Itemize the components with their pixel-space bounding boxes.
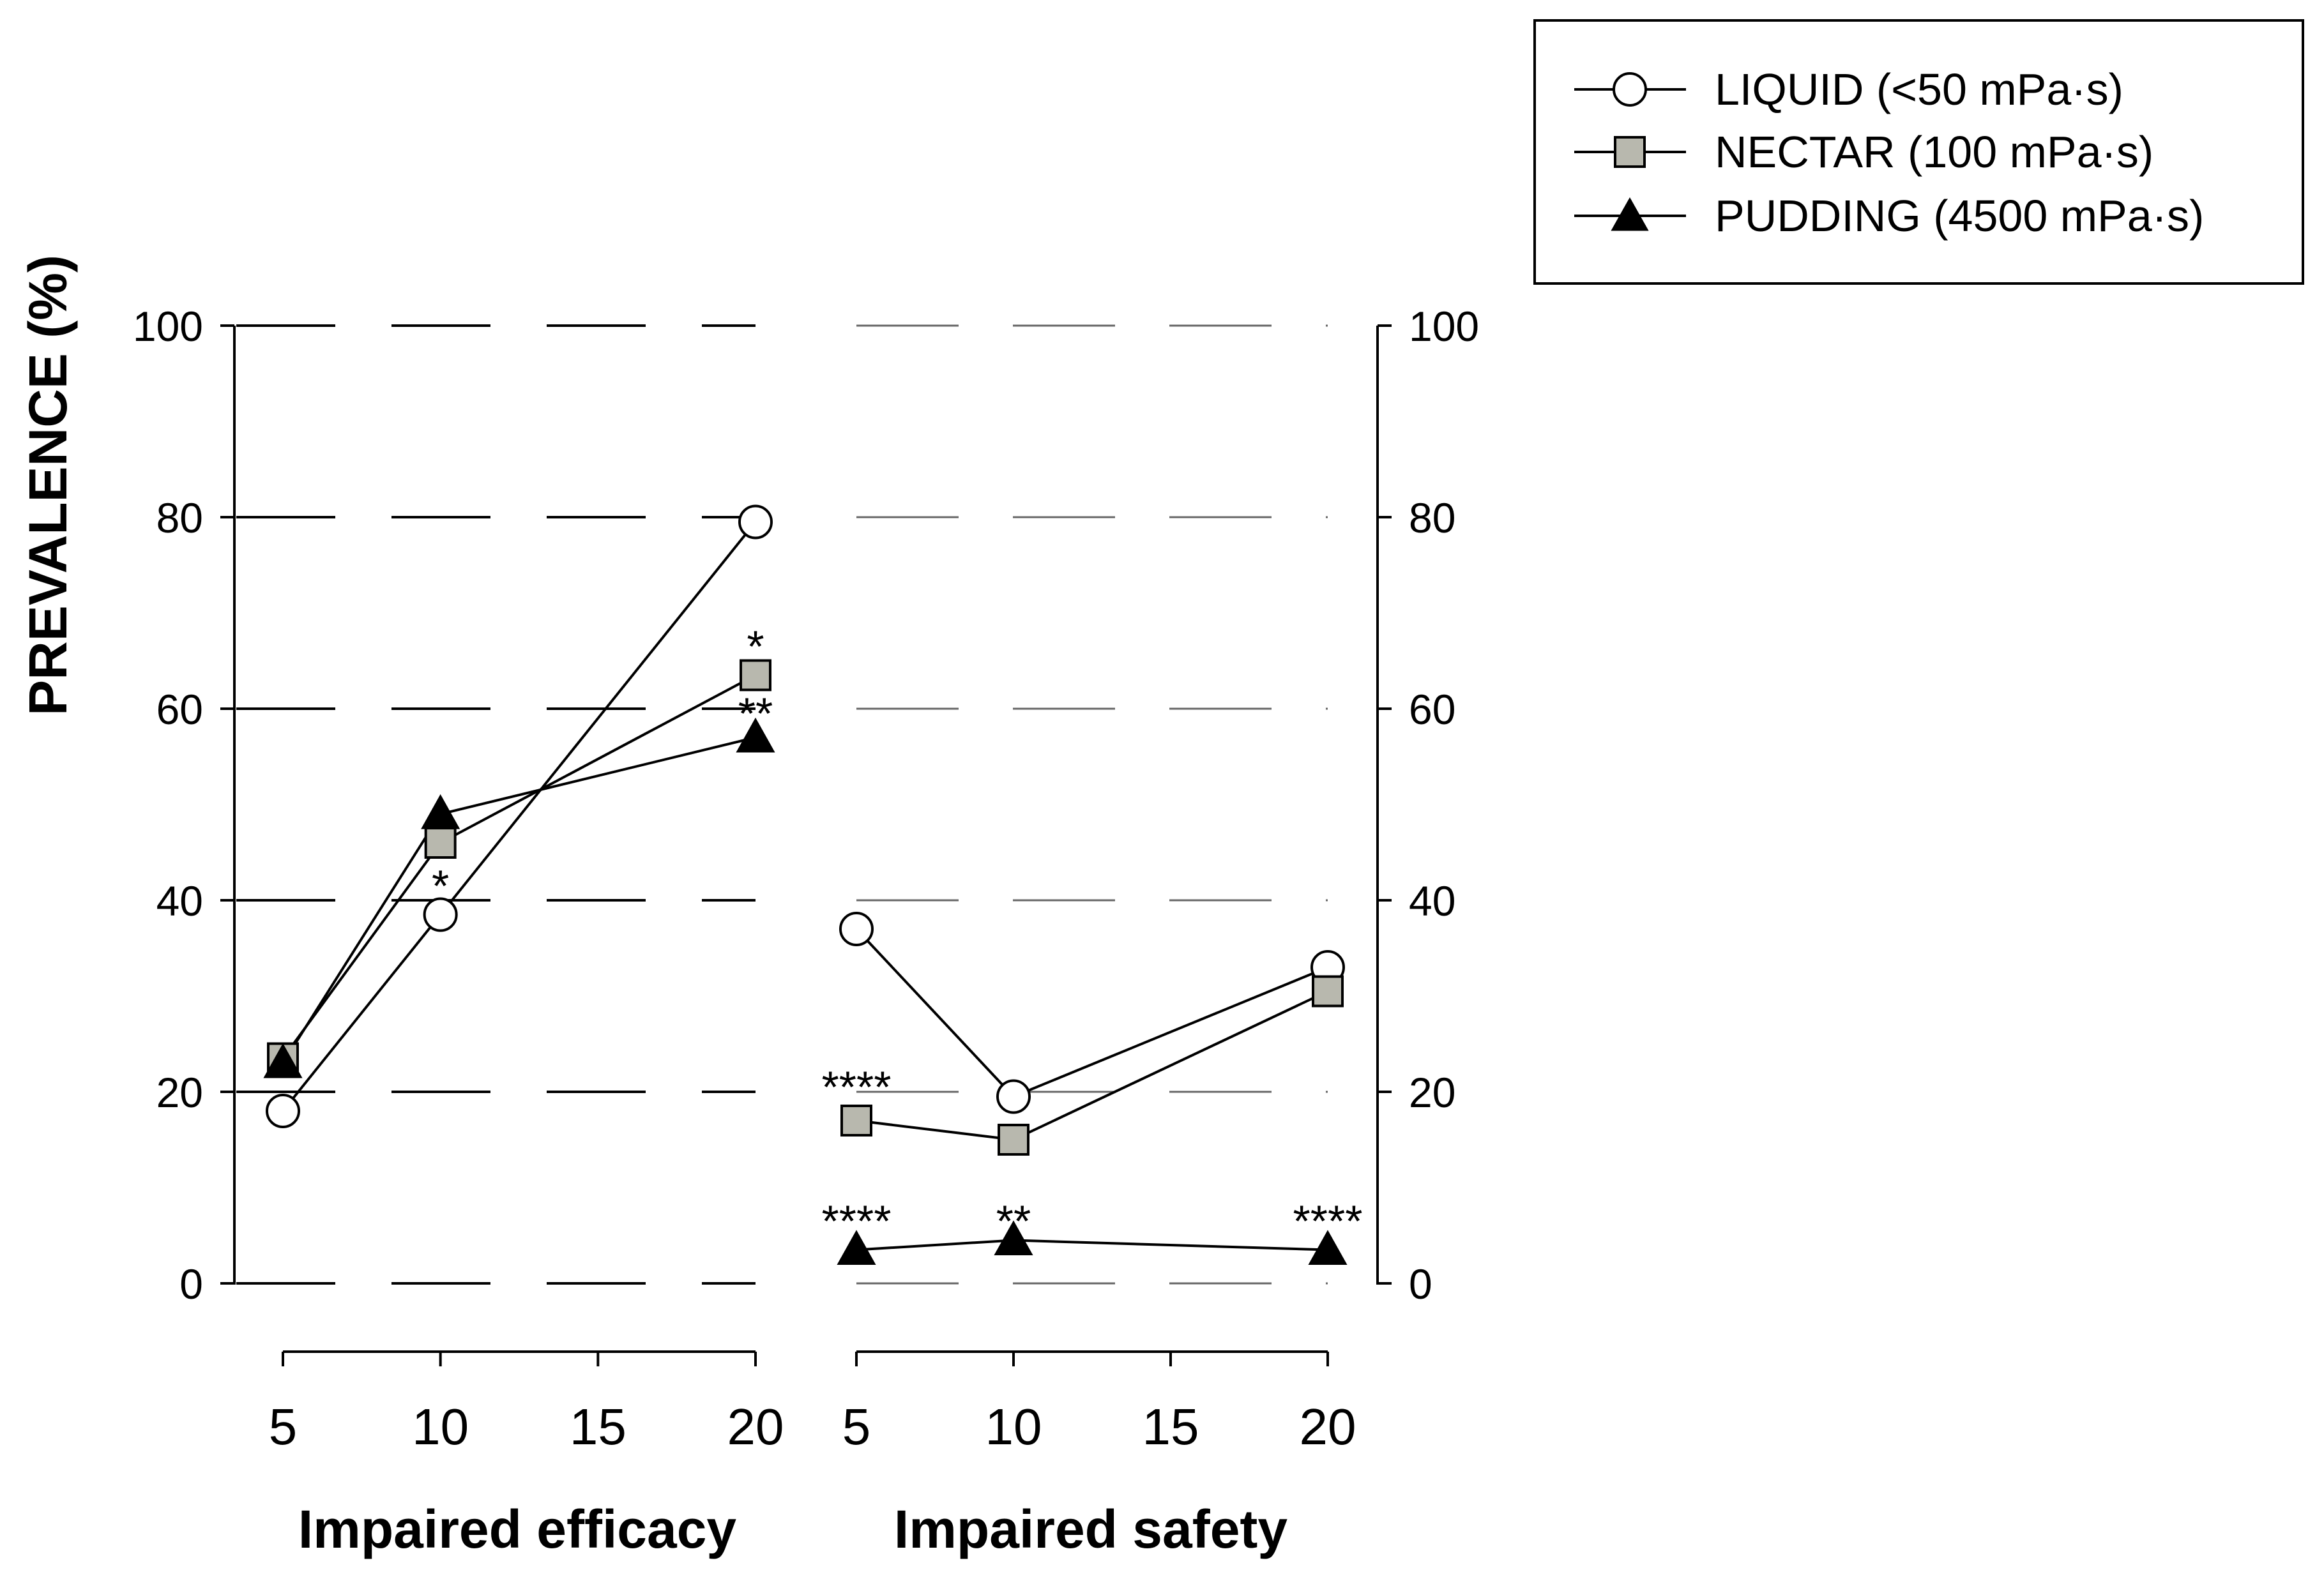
efficacy-point-liquid-20: [738, 504, 773, 540]
efficacy-significance-0: *: [432, 861, 449, 911]
legend-label-nectar: NECTAR (100 mPa·s): [1715, 127, 2153, 177]
efficacy-point-liquid-5: [266, 1094, 300, 1128]
safety-point-nectar-10: [998, 1124, 1029, 1156]
legend-label-liquid: LIQUID (<50 mPa·s): [1715, 64, 2123, 114]
legend-marker-nectar: [1614, 136, 1646, 168]
safety-point-liquid-10: [996, 1079, 1031, 1114]
efficacy-point-pudding-5: [263, 1043, 303, 1078]
efficacy-line-nectar: [282, 674, 756, 1059]
efficacy-point-liquid-10: [423, 897, 458, 932]
annotation-layer: ************ ** ****: [432, 622, 1362, 1246]
axes-layer: [233, 326, 1379, 1353]
legend-marker-liquid: [1613, 72, 1647, 107]
safety-significance-2: **: [996, 1197, 1031, 1246]
safety-x-label: Impaired safety: [894, 1499, 1288, 1559]
series-layer: [263, 504, 1348, 1265]
safety-point-nectar-5: [840, 1105, 872, 1137]
safety-point-pudding-20: [1308, 1230, 1348, 1265]
safety-x-tick-label-5: 5: [842, 1398, 871, 1455]
efficacy-x-tick-label-20: 20: [727, 1398, 784, 1455]
efficacy-significance-1: *: [747, 622, 764, 672]
right-y-tick-label-80: 80: [1409, 494, 1455, 541]
legend-marker-pudding: [1611, 197, 1649, 231]
grid-layer: [236, 324, 1328, 1285]
left-y-tick-label-0: 0: [179, 1260, 203, 1308]
right-y-tick-label-60: 60: [1409, 686, 1455, 733]
efficacy-x-label: Impaired efficacy: [298, 1499, 737, 1559]
left-y-tick-label-40: 40: [156, 877, 203, 925]
efficacy-significance-2: **: [738, 689, 773, 739]
efficacy-point-pudding-10: [421, 794, 460, 829]
efficacy-x-tick-label-5: 5: [269, 1398, 298, 1455]
y-axis-label: PREVALENCE (%): [18, 255, 78, 716]
efficacy-point-nectar-10: [424, 827, 457, 859]
legend: LIQUID (<50 mPa·s) NECTAR (100 mPa·s) PU…: [1533, 19, 2304, 285]
safety-x-tick-label-10: 10: [985, 1398, 1042, 1455]
efficacy-x-tick-label-15: 15: [570, 1398, 627, 1455]
right-y-tick-label-20: 20: [1409, 1069, 1455, 1116]
safety-point-liquid-5: [839, 912, 874, 946]
safety-significance-0: ****: [822, 1062, 892, 1112]
safety-significance-3: ****: [1293, 1197, 1363, 1246]
efficacy-x-tick-label-10: 10: [412, 1398, 469, 1455]
legend-label-pudding: PUDDING (4500 mPa·s): [1715, 191, 2204, 241]
left-y-tick-label-20: 20: [156, 1069, 203, 1116]
safety-line-pudding: [856, 1239, 1328, 1251]
efficacy-line-pudding: [282, 736, 756, 1064]
safety-significance-1: ****: [822, 1197, 892, 1246]
left-y-tick-label-100: 100: [133, 303, 203, 350]
safety-line-liquid: [855, 928, 1328, 1098]
safety-x-tick-label-20: 20: [1300, 1398, 1356, 1455]
efficacy-line-liquid: [282, 521, 757, 1112]
right-y-tick-label-0: 0: [1409, 1260, 1432, 1308]
right-y-tick-label-40: 40: [1409, 877, 1455, 925]
safety-point-pudding-10: [994, 1220, 1033, 1255]
safety-point-pudding-5: [837, 1230, 876, 1265]
left-y-tick-label-80: 80: [156, 494, 203, 541]
right-y-tick-label-100: 100: [1409, 303, 1479, 350]
tick-layer: 0 0 20 20 40 40 60 60 80 80 100 100 5 10 15 20 5 10 15 20: [133, 303, 1479, 1455]
efficacy-point-nectar-20: [740, 659, 771, 691]
safety-x-tick-label-15: 15: [1143, 1398, 1199, 1455]
left-y-tick-label-60: 60: [156, 686, 203, 733]
efficacy-point-pudding-20: [736, 717, 775, 753]
safety-point-nectar-20: [1312, 975, 1344, 1008]
